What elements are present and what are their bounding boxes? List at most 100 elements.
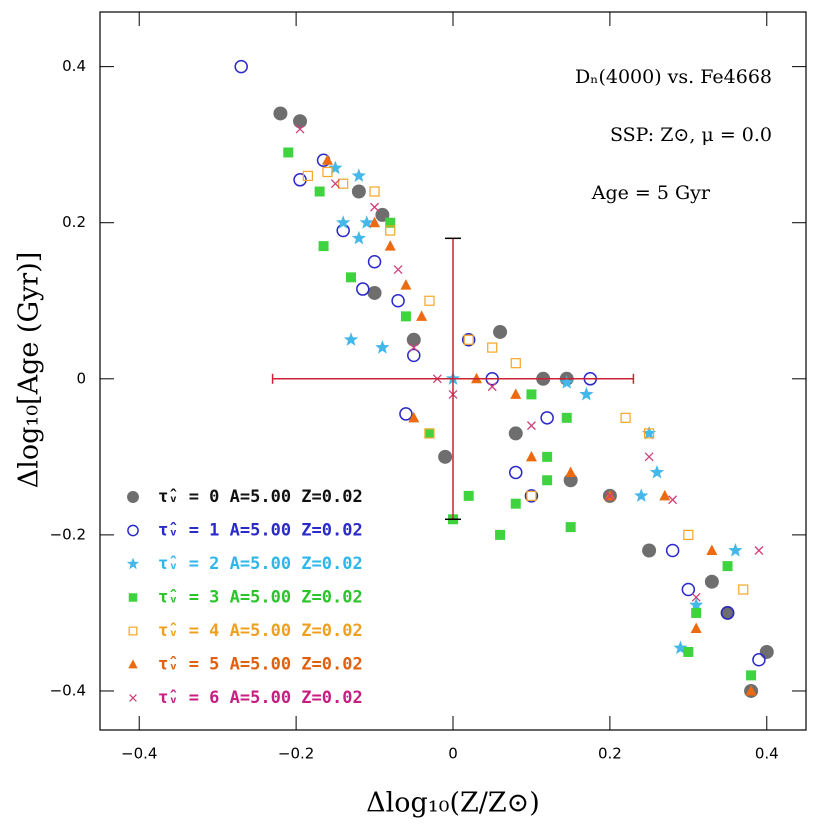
point <box>759 644 774 659</box>
point <box>542 451 553 462</box>
point <box>336 223 350 238</box>
annotation: SSP: Z⊙, μ = 0.0 <box>610 124 772 146</box>
point <box>720 605 735 620</box>
point <box>391 294 405 308</box>
point <box>746 670 757 681</box>
point <box>642 543 657 558</box>
point <box>385 225 396 236</box>
point <box>424 428 435 439</box>
point <box>579 386 594 401</box>
point <box>690 622 702 634</box>
legend-marker <box>127 491 139 503</box>
point <box>704 574 719 589</box>
point <box>542 475 553 486</box>
point <box>642 425 657 440</box>
point <box>356 282 370 296</box>
annotation: Dₙ(4000) vs. Fe4668 <box>575 66 772 88</box>
point <box>318 241 329 252</box>
legend-marker <box>128 659 138 669</box>
point <box>540 411 554 425</box>
legend-marker <box>129 694 137 702</box>
point <box>330 179 340 189</box>
point <box>487 382 497 392</box>
legend-marker <box>128 626 138 636</box>
point <box>508 426 523 441</box>
point <box>526 490 537 501</box>
point <box>510 498 521 509</box>
point <box>665 543 680 558</box>
point <box>351 168 366 182</box>
legend-marker <box>127 524 139 537</box>
point <box>438 449 453 464</box>
point <box>689 597 704 612</box>
point <box>273 106 288 121</box>
point <box>375 340 390 354</box>
point <box>369 216 381 228</box>
point <box>234 59 248 74</box>
point <box>369 186 380 197</box>
point <box>336 215 351 229</box>
legend-marker <box>128 593 138 602</box>
legend-marker <box>126 557 140 570</box>
point <box>407 348 421 363</box>
point <box>683 646 694 657</box>
point <box>620 412 631 423</box>
annotation: Age = 5 Gyr <box>591 182 711 204</box>
legend-label: τ̂ᵥ = 6 A=5.00 Z=0.02 <box>158 688 363 708</box>
point <box>393 265 403 275</box>
point <box>526 421 536 431</box>
point <box>510 358 521 369</box>
point <box>487 342 498 353</box>
point <box>495 529 506 540</box>
point <box>400 311 411 322</box>
point <box>605 491 615 501</box>
x-tick-label: −0.2 <box>278 745 314 763</box>
point <box>351 230 366 245</box>
point <box>338 178 349 189</box>
point <box>683 529 694 540</box>
point <box>409 343 419 353</box>
y-tick-label: 0.2 <box>62 213 86 231</box>
point <box>745 684 757 696</box>
point <box>328 160 343 175</box>
y-tick-label: −0.4 <box>50 681 86 699</box>
point <box>509 465 523 480</box>
point <box>722 561 733 572</box>
point <box>314 186 325 197</box>
point <box>524 489 539 503</box>
y-tick-label: 0.4 <box>62 57 86 75</box>
point <box>416 310 428 321</box>
point <box>691 592 701 602</box>
point <box>351 184 366 199</box>
point <box>384 240 396 251</box>
x-axis-label: Δlog₁₀(Z/Z⊙) <box>366 788 540 819</box>
point <box>706 544 718 555</box>
point <box>359 215 374 229</box>
y-axis-label: Δlog₁₀[Age (Gyr)] <box>14 252 45 489</box>
legend-label: τ̂ᵥ = 2 A=5.00 Z=0.02 <box>158 554 363 574</box>
point <box>461 333 476 347</box>
point <box>400 279 412 290</box>
point <box>728 543 743 557</box>
point <box>752 653 766 667</box>
point <box>343 332 359 346</box>
point <box>370 202 380 212</box>
point <box>525 450 537 462</box>
legend-label: τ̂ᵥ = 3 A=5.00 Z=0.02 <box>158 588 363 608</box>
point <box>424 428 435 439</box>
point <box>424 295 435 306</box>
legend-label: τ̂ᵥ = 1 A=5.00 Z=0.02 <box>158 521 363 541</box>
point <box>565 466 577 477</box>
point <box>367 254 382 269</box>
point <box>565 522 576 533</box>
point <box>399 407 413 421</box>
point <box>283 147 294 158</box>
point <box>346 272 357 283</box>
point <box>321 154 333 165</box>
point <box>408 411 420 423</box>
x-tick-label: −0.4 <box>121 745 157 763</box>
point <box>510 388 522 399</box>
y-tick-label: −0.2 <box>50 525 86 543</box>
point <box>367 285 382 300</box>
point <box>720 606 735 620</box>
